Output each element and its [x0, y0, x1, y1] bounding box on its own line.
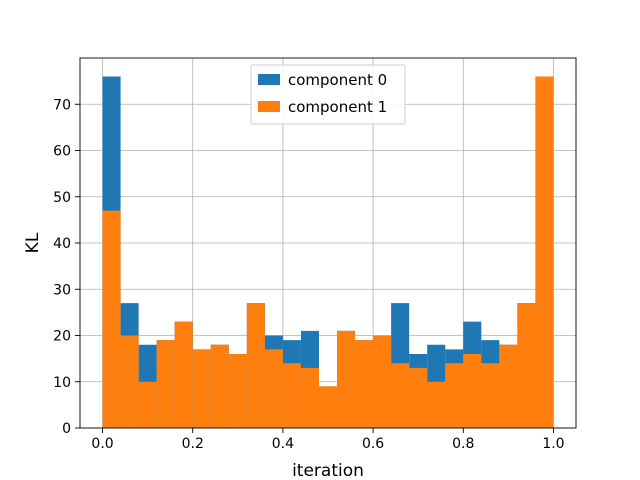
y-axis-label: KL — [23, 232, 43, 253]
bar-component-1 — [337, 330, 356, 428]
legend-label-component-1: component 1 — [288, 98, 387, 116]
y-tick-label: 50 — [53, 190, 71, 206]
y-tick-label: 70 — [53, 97, 71, 113]
x-tick-label: 0.4 — [272, 436, 294, 452]
bar-component-1 — [318, 386, 338, 428]
legend-label-component-0: component 0 — [288, 71, 387, 89]
y-tick-label: 0 — [62, 421, 71, 437]
bar-component-1 — [282, 363, 301, 428]
bar-component-1 — [409, 367, 428, 428]
bar-component-1 — [535, 76, 554, 428]
x-tick-label: 0.2 — [182, 436, 204, 452]
bar-component-1 — [300, 367, 319, 428]
y-tick-label: 60 — [53, 144, 71, 160]
bars-layer — [102, 76, 554, 428]
bar-component-1 — [463, 354, 482, 428]
bar-component-1 — [210, 344, 229, 428]
bar-component-1 — [264, 349, 283, 428]
bar-component-1 — [174, 321, 193, 428]
y-tick-label: 30 — [53, 282, 71, 298]
bar-component-1 — [373, 335, 392, 428]
x-tick-label: 1.0 — [542, 436, 564, 452]
x-tick-label: 0.6 — [362, 436, 384, 452]
y-tick-label: 20 — [53, 329, 71, 345]
bar-component-1 — [228, 354, 247, 428]
y-tick-label: 40 — [53, 236, 71, 252]
legend: component 0 component 1 — [250, 64, 406, 125]
bar-component-1 — [427, 381, 446, 428]
x-axis-label: iteration — [292, 461, 364, 480]
x-tick-label: 0.8 — [452, 436, 474, 452]
x-tick-label: 0.0 — [91, 436, 113, 452]
bar-component-1 — [445, 363, 464, 428]
legend-box — [250, 64, 406, 125]
bar-component-1 — [120, 335, 139, 428]
bar-component-1 — [138, 381, 157, 428]
bar-component-1 — [192, 349, 211, 428]
bar-component-1 — [102, 210, 121, 428]
legend-swatch-component-0 — [258, 74, 280, 85]
bar-component-1 — [481, 363, 500, 428]
bar-component-1 — [517, 303, 536, 428]
bar-component-1 — [355, 340, 374, 428]
ticks-layer: 0.0 0.2 0.4 0.6 0.8 1.0 0 10 20 30 40 50 60 70 — [53, 97, 564, 452]
bar-component-1 — [246, 303, 265, 428]
y-tick-label: 10 — [53, 375, 71, 391]
bar-component-1 — [391, 363, 410, 428]
bar-component-1 — [156, 340, 175, 428]
bar-component-1 — [499, 344, 518, 428]
legend-swatch-component-1 — [258, 101, 280, 112]
